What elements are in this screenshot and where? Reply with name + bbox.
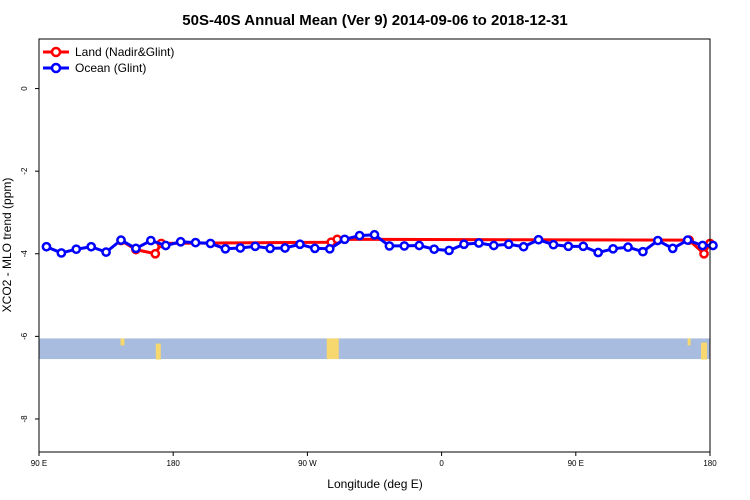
data-point [369,229,380,240]
data-point [71,244,82,255]
x-tick-label: 180 [703,459,717,468]
land-patch [701,342,708,360]
data-point [623,242,633,253]
data-point [593,247,604,258]
data-point [310,243,320,254]
data-point [533,234,544,245]
data-point [518,241,529,252]
data-point [324,243,335,254]
data-point [175,236,186,247]
x-tick-label: 90 E [568,459,584,468]
data-point [205,238,216,249]
chart-title: 50S-40S Annual Mean (Ver 9) 2014-09-06 t… [182,12,567,29]
series-ocean [41,229,718,258]
series-layer [41,229,718,259]
data-point [608,243,618,254]
x-tick-label: 180 [167,459,181,468]
y-tick-label: -8 [20,415,29,423]
data-point [265,243,275,254]
y-tick-label: 0 [20,86,29,91]
x-tick-label: 90 W [298,459,317,468]
data-point [160,240,171,251]
x-axis-label: Longitude (deg E) [327,477,422,491]
y-axis-label: XCO2 - MLO trend (ppm) [0,178,14,313]
plot-frame [38,38,711,453]
y-tick-label: -4 [20,250,29,258]
land-patch [326,338,339,360]
data-point [563,241,574,252]
data-point [131,243,141,254]
data-point [682,235,693,245]
data-point [652,235,663,246]
data-point [444,245,454,256]
data-point [667,243,678,254]
land-patches [120,338,708,360]
data-point [414,240,425,251]
land-patch [155,343,161,360]
data-point [250,241,261,252]
x-tick-label: 90 E [31,459,47,468]
data-point [578,241,589,252]
data-point [220,243,231,254]
data-point [354,230,365,241]
legend-ocean-label: Ocean (Glint) [75,61,146,75]
x-tick-label: 0 [439,459,444,468]
data-point [638,246,648,257]
data-point [116,235,126,245]
data-point [280,243,290,253]
data-point [429,244,439,255]
data-point [101,247,111,257]
data-point [474,238,484,248]
data-point [86,241,97,252]
data-point [548,239,559,250]
y-tick-label: -2 [20,167,29,175]
legend-land-label: Land (Nadir&Glint) [75,45,174,59]
data-point [295,239,305,250]
data-point [384,241,395,251]
land-ocean-band [39,338,710,360]
x-axis-ticks: 90 E 180 90 W 0 90 E 180 [31,452,717,468]
data-point [41,241,52,252]
land-patch [687,338,691,346]
data-point [708,240,718,251]
data-point [145,235,156,246]
ocean-band [39,338,710,360]
data-point [459,239,469,250]
y-tick-label: -6 [20,332,29,340]
data-point [235,243,246,253]
data-point [503,239,514,250]
data-point [699,248,709,259]
land-patch [120,338,125,346]
data-point [56,248,67,258]
legend-ocean-marker [50,62,62,74]
data-point [339,234,350,245]
data-point [488,240,499,251]
data-point [697,240,708,251]
legend-land-marker [50,46,62,58]
y-axis-ticks: 0 -2 -4 -6 -8 [20,86,39,423]
data-point [150,248,161,259]
data-point [190,237,201,248]
legend: Land (Nadir&Glint) Ocean (Glint) [43,45,174,75]
data-point [399,241,410,251]
series-line [45,233,713,255]
